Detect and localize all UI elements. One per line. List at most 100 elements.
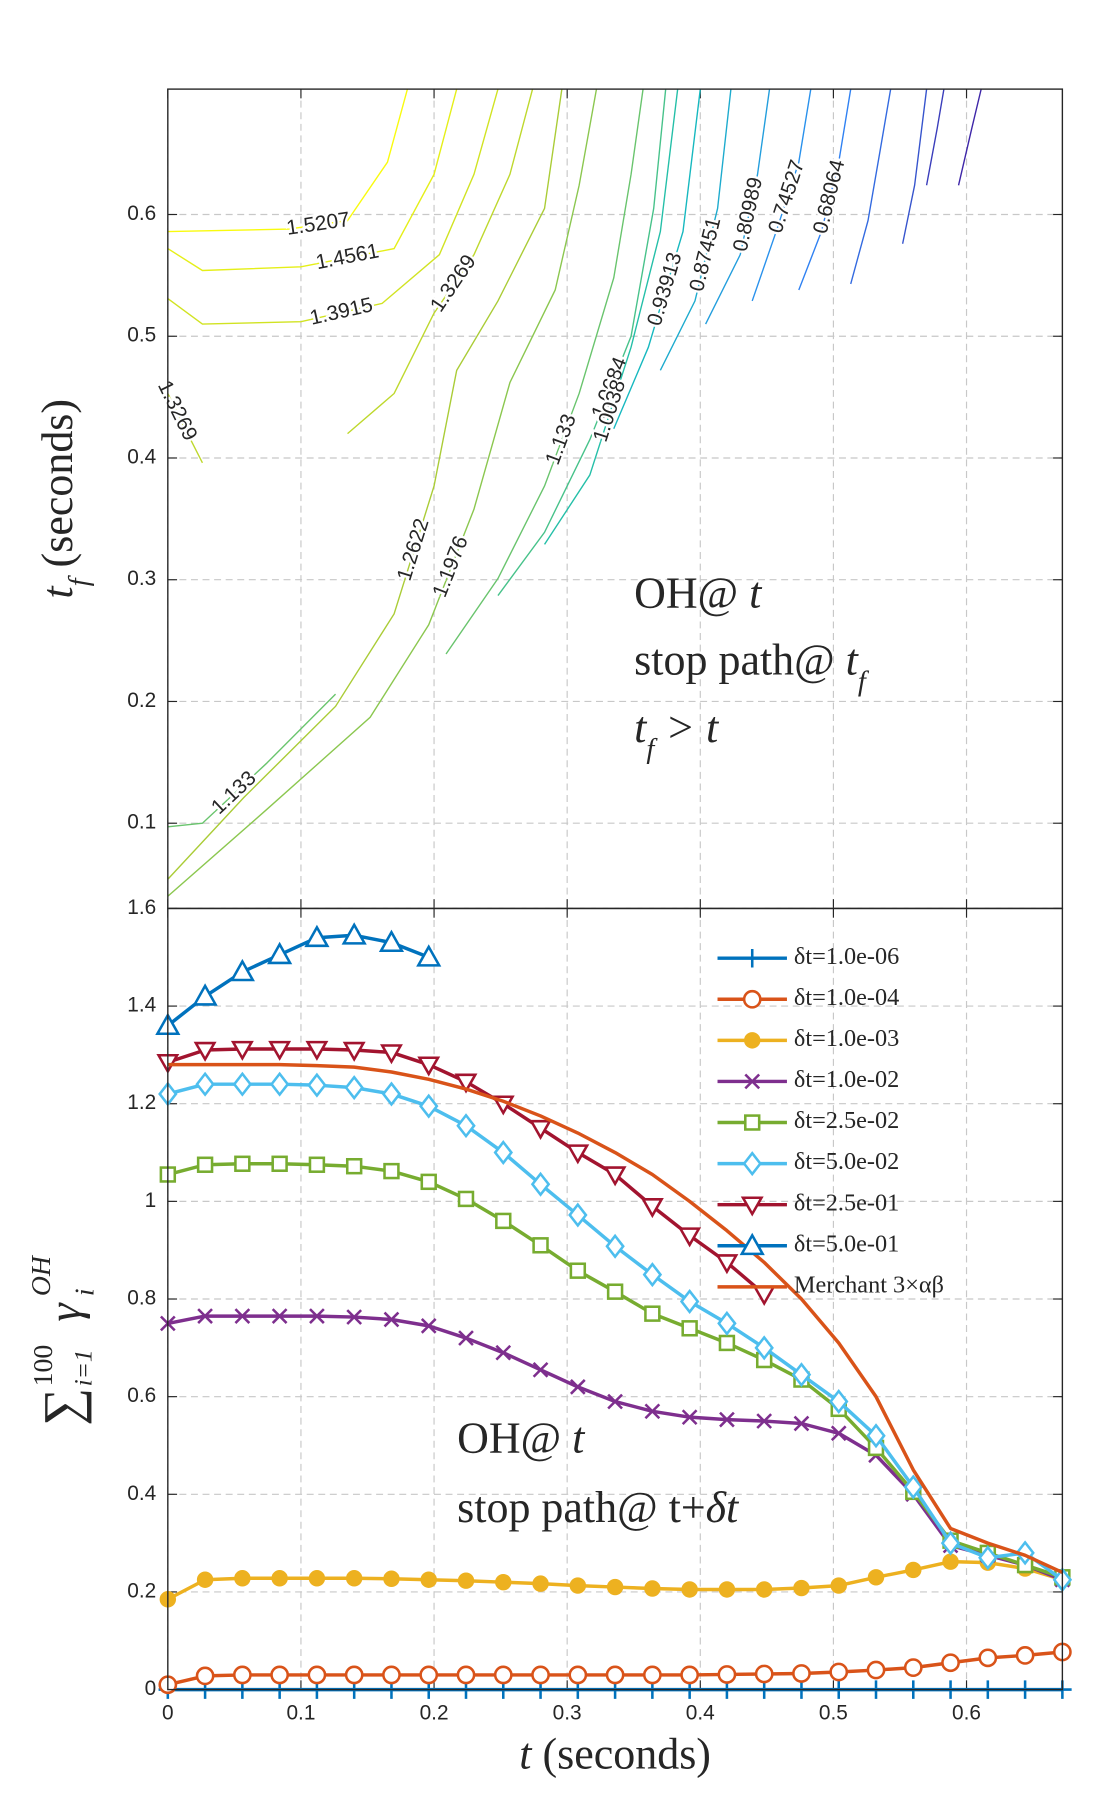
contour-line: [704, 89, 771, 325]
y-axis-label: ∑100 i=1 γi OH: [26, 1254, 101, 1426]
marker: [383, 1570, 400, 1587]
marker: [941, 1653, 960, 1673]
marker: [640, 1198, 664, 1219]
sum-sign: ∑: [33, 1388, 92, 1426]
x-tick-label: 0.2: [420, 1702, 449, 1725]
x-tick-label: 0.5: [819, 1702, 848, 1725]
y-tick-label: 0.3: [127, 567, 156, 590]
legend-label: Merchant 3×αβ: [794, 1271, 944, 1298]
x-tick-label: 0.4: [686, 1702, 715, 1725]
contour-line: [347, 88, 534, 435]
marker: [197, 1308, 213, 1324]
marker: [269, 1071, 290, 1097]
marker: [607, 1393, 623, 1410]
text-part: (seconds): [531, 1729, 710, 1778]
marker: [196, 1156, 214, 1173]
marker: [603, 1166, 627, 1187]
sum-upper: 100: [28, 1345, 59, 1387]
x-axis-label: t (seconds): [519, 1729, 711, 1778]
y-axis-label: tf (seconds): [33, 399, 94, 599]
legend-label: δt=2.5e-01: [794, 1189, 899, 1216]
marker: [378, 929, 405, 952]
marker: [829, 1389, 849, 1415]
marker: [867, 1569, 885, 1586]
contour-line: [167, 693, 337, 828]
y-tick-label: 0.1: [127, 811, 156, 834]
marker: [530, 1171, 551, 1197]
marker: [346, 1309, 363, 1325]
marker: [1015, 1646, 1035, 1665]
y-tick-label: 0: [145, 1677, 157, 1700]
marker: [341, 922, 367, 945]
marker: [230, 1040, 254, 1061]
marker: [642, 1262, 663, 1288]
marker: [193, 1041, 217, 1062]
marker: [681, 1581, 698, 1598]
marker: [605, 1665, 625, 1685]
marker: [308, 1570, 326, 1587]
marker: [793, 1415, 810, 1432]
marker: [680, 1665, 700, 1685]
marker: [718, 1581, 736, 1598]
math-part: t: [634, 703, 648, 752]
text-part: stop path@ t+: [457, 1483, 705, 1532]
marker: [756, 1413, 773, 1429]
marker: [456, 1113, 476, 1139]
marker: [307, 1072, 327, 1098]
marker: [495, 1212, 512, 1230]
marker: [344, 1665, 364, 1685]
contour-line: [167, 88, 409, 233]
contour-line: [901, 89, 928, 244]
contour-line: [798, 88, 852, 291]
marker: [493, 1140, 513, 1166]
marker: [829, 1662, 849, 1682]
marker: [569, 1577, 587, 1594]
contour-line: [543, 89, 679, 545]
marker: [754, 1335, 774, 1361]
x-tick-label: 0: [162, 1702, 174, 1725]
contour-line: [957, 88, 982, 186]
marker: [417, 1056, 441, 1077]
marker: [456, 1665, 476, 1685]
marker: [232, 1071, 253, 1097]
y-tick-label: 0.2: [127, 1579, 156, 1602]
marker: [605, 1233, 625, 1259]
marker: [717, 1310, 737, 1336]
marker: [270, 1665, 290, 1685]
y-tick-label: 1: [145, 1189, 157, 1212]
marker: [195, 1666, 215, 1686]
marker: [744, 1114, 761, 1131]
marker: [793, 1579, 810, 1597]
marker: [978, 1648, 998, 1668]
contour-line: [167, 88, 499, 325]
marker: [195, 1071, 215, 1097]
legend-label: δt=1.0e-03: [794, 1025, 899, 1052]
marker: [681, 1320, 698, 1337]
marker: [715, 1254, 739, 1275]
x-tick-label: 0.6: [952, 1702, 981, 1725]
text-part: OH@: [457, 1413, 572, 1462]
marker: [420, 1318, 437, 1334]
marker: [529, 1119, 553, 1140]
marker: [903, 1474, 923, 1500]
marker: [344, 1075, 364, 1101]
contour-line: [167, 88, 458, 272]
marker: [345, 1570, 363, 1587]
marker: [345, 1157, 363, 1175]
marker: [454, 1073, 478, 1094]
marker: [830, 1577, 847, 1594]
annotation: tf > t: [634, 703, 720, 765]
marker: [532, 1237, 549, 1254]
marker: [495, 1344, 512, 1361]
y-tick-label: 0.5: [127, 324, 156, 347]
contour-line: [167, 88, 598, 897]
x-tick-label: 0.3: [553, 1702, 582, 1725]
symbol: γ: [40, 1302, 91, 1322]
contour-line: [659, 89, 732, 371]
marker: [866, 1660, 886, 1680]
marker: [495, 1573, 512, 1591]
marker: [755, 1581, 773, 1598]
legend-label: δt=1.0e-04: [794, 984, 899, 1011]
